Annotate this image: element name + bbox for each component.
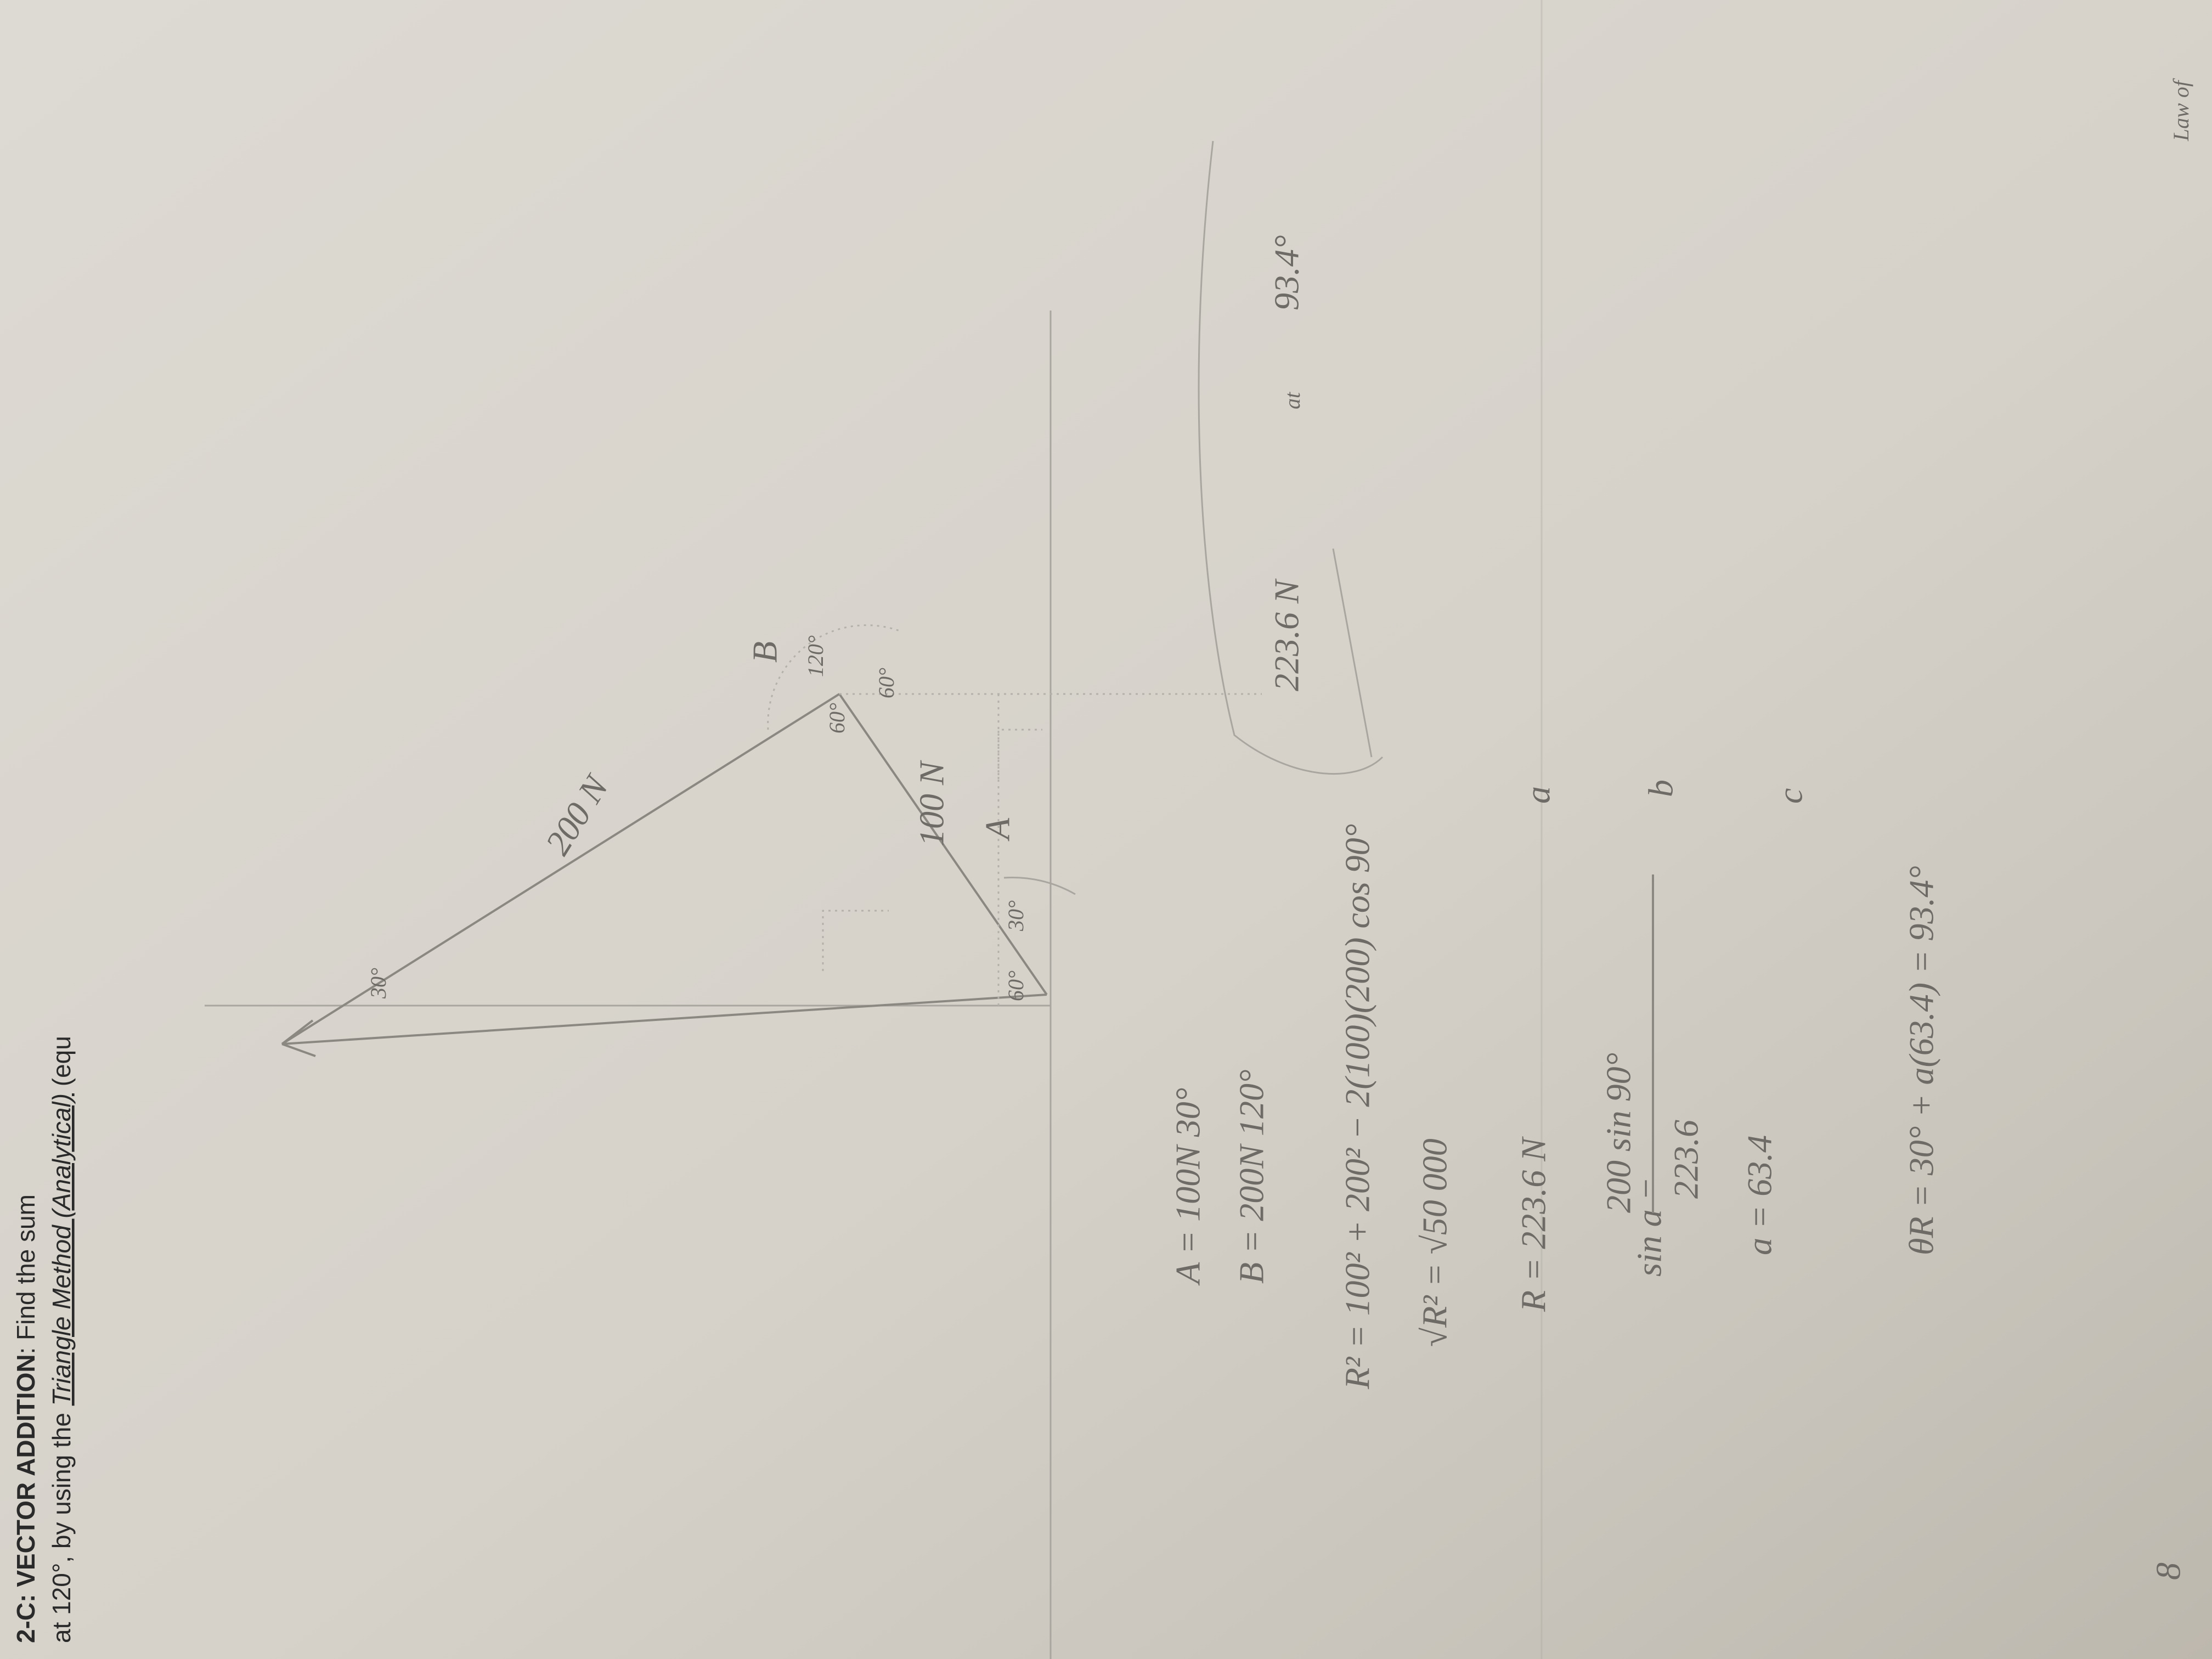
work-line: sin a =: [1630, 1177, 1669, 1277]
step-label: a: [1519, 786, 1558, 804]
given-vector: A = 100N 30°: [1169, 1088, 1207, 1286]
header-title: 2-C: VECTOR ADDITION: [12, 1355, 40, 1643]
step-label: c: [1771, 788, 1810, 804]
work-line: R² = 100² + 200² − 2(100)(200) cos 90°: [1338, 824, 1377, 1390]
answer-box: [1198, 140, 1384, 775]
vector-b: [281, 693, 840, 1045]
answer-magnitude: 223.6 N: [1267, 578, 1306, 691]
header-text: at 120°, by using the: [47, 1406, 76, 1643]
diagram-label: 120°: [803, 635, 828, 677]
header-text: (equ: [47, 1036, 76, 1093]
page-number: 8: [2149, 1562, 2188, 1580]
diagram: [205, 0, 1543, 1659]
diagram-label: 100 N: [912, 760, 951, 847]
work-line: √R² = √50 000: [1415, 1138, 1454, 1347]
work-line: R = 223.6 N: [1514, 1136, 1553, 1312]
diagram-label: A: [978, 817, 1017, 842]
step-label: b: [1641, 780, 1680, 797]
construction-lines: [839, 693, 1262, 1006]
right-angle-marks: [822, 729, 1042, 971]
vector-a: [838, 693, 1048, 996]
angle-arc: [1003, 876, 1076, 895]
diagram-label: 30°: [1003, 900, 1028, 932]
diagram-label: B: [746, 641, 785, 663]
diagram-label: 60°: [825, 703, 849, 733]
diagram-label: 60°: [874, 668, 899, 698]
arrowhead: [281, 1019, 316, 1057]
margin-note: Law of: [2169, 78, 2193, 142]
angle-arc: [767, 624, 900, 730]
header-line: 2-C: VECTOR ADDITION: Find the sum: [12, 1194, 40, 1643]
work-line: a = 63.4: [1740, 1135, 1779, 1255]
given-vector: B = 200N 120°: [1232, 1069, 1271, 1284]
answer-box: [1332, 548, 1373, 758]
diagram-label: 30°: [366, 968, 391, 999]
resultant: [281, 994, 1047, 1045]
work-line: 223.6: [1667, 1120, 1706, 1199]
header-line: at 120°, by using the Triangle Method (A…: [47, 1036, 76, 1643]
answer-at: at: [1280, 392, 1305, 409]
header-text: : Find the sum: [12, 1194, 40, 1354]
work-line: θR = 30° + a(63.4) = 93.4°: [1902, 866, 1941, 1255]
work-line: 200 sin 90°: [1599, 1053, 1638, 1213]
method-name: Triangle Method (Analytical): [47, 1093, 76, 1406]
diagram-label: 60°: [1003, 970, 1028, 1001]
answer-angle: 93.4°: [1267, 235, 1306, 311]
